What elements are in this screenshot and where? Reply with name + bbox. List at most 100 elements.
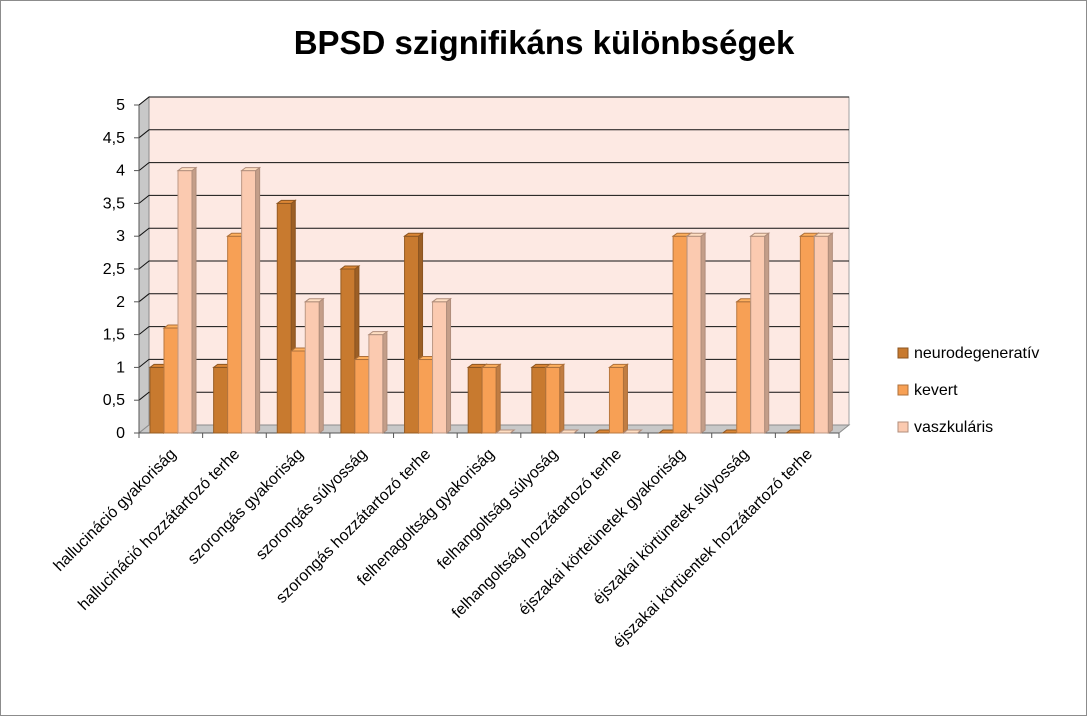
legend-swatch <box>897 347 909 359</box>
bar-top <box>607 363 629 368</box>
bar-front <box>736 301 752 434</box>
bar-front <box>290 350 306 434</box>
bar-side <box>495 363 501 434</box>
gridline <box>138 358 849 368</box>
bar-top <box>621 429 643 434</box>
bar-front <box>467 366 483 434</box>
bar <box>176 166 198 434</box>
x-category-label: felhangoltság súlyoság <box>434 446 561 573</box>
bar-front <box>340 268 356 434</box>
bar-front <box>241 170 257 434</box>
gridline <box>138 227 849 237</box>
bar-top <box>403 232 425 237</box>
bar-front <box>418 359 434 434</box>
bar-front <box>608 366 624 434</box>
bar-top <box>494 429 516 434</box>
bar-front <box>531 366 547 434</box>
y-tick-label: 3,5 <box>103 195 125 212</box>
bar-top <box>240 167 262 172</box>
bar-side <box>764 232 770 434</box>
legend-swatch <box>897 421 909 433</box>
bar-front <box>813 235 829 434</box>
bar-front <box>163 327 179 434</box>
bar-side <box>191 166 197 434</box>
legend-swatch <box>897 384 909 396</box>
legend-entry: kevert <box>897 382 958 399</box>
gridline <box>138 260 849 270</box>
bar-side <box>622 363 628 434</box>
bar-top <box>431 298 453 303</box>
gridline <box>138 96 849 106</box>
legend-label: kevert <box>914 382 958 399</box>
bar-top <box>303 298 325 303</box>
y-tick-label: 1 <box>116 359 125 376</box>
bar-side <box>255 166 261 435</box>
bar-front <box>213 366 229 434</box>
x-category-label: hallucináció gyakoriság <box>51 446 180 575</box>
gridline <box>138 194 849 204</box>
bar-top <box>367 331 389 336</box>
legend-entry: neurodegeneratív <box>897 345 1039 362</box>
y-tick-label: 2,5 <box>103 261 125 278</box>
bar-side <box>559 363 565 434</box>
bar-front <box>368 334 384 434</box>
bar-side <box>382 330 388 434</box>
bar-top <box>480 363 502 368</box>
x-category-label: felhenagoltság gyakoriság <box>354 446 497 589</box>
bar-front <box>149 366 165 434</box>
gridline <box>138 293 849 303</box>
gridline <box>138 129 849 139</box>
bar-front <box>354 359 370 434</box>
legend-entry: vaszkuláris <box>897 419 993 436</box>
bar <box>621 429 643 434</box>
bar <box>749 232 771 434</box>
bar-side <box>446 297 452 434</box>
bar <box>607 363 629 434</box>
bar-front <box>686 235 702 434</box>
y-tick-label: 0 <box>116 425 125 442</box>
bar-front <box>481 366 497 434</box>
bar-front <box>304 301 320 434</box>
bar <box>303 297 325 434</box>
bar-top <box>558 429 580 434</box>
bar-front <box>404 235 420 434</box>
bar-front <box>227 235 243 434</box>
bar-side <box>700 232 706 434</box>
bar-front <box>432 301 448 434</box>
bar <box>544 363 566 434</box>
gridline <box>138 162 849 171</box>
bar-front <box>750 235 766 434</box>
y-tick-label: 1,5 <box>103 327 125 344</box>
x-category-label: szorongás gyakoriság <box>185 446 307 568</box>
bar <box>480 363 502 434</box>
bar-front <box>177 170 193 434</box>
bar <box>240 166 262 435</box>
y-tick-label: 2 <box>116 294 125 311</box>
bar <box>367 330 389 434</box>
bar <box>812 232 834 434</box>
bar-top <box>812 232 834 237</box>
bar-top <box>749 232 771 237</box>
y-tick-label: 4 <box>116 163 125 180</box>
y-tick-label: 4,5 <box>103 130 125 147</box>
bar-top <box>685 232 707 237</box>
bar <box>685 232 707 434</box>
legend-label: neurodegeneratív <box>914 345 1039 362</box>
bar-front <box>799 235 815 434</box>
bar-front <box>276 202 292 434</box>
bar-top <box>275 199 297 204</box>
bar-side <box>827 232 833 434</box>
bar <box>558 429 580 434</box>
bar-top <box>339 265 361 270</box>
bar-side <box>318 297 324 434</box>
bar <box>431 297 453 434</box>
y-tick-label: 0,5 <box>103 392 125 409</box>
gridline <box>138 326 849 335</box>
legend-label: vaszkuláris <box>914 419 993 436</box>
bar <box>494 429 516 434</box>
x-category-label: szorongás súlyosság <box>253 446 371 564</box>
chart-title: BPSD szignifikáns különbségek <box>294 24 795 61</box>
bar-front <box>672 235 688 434</box>
